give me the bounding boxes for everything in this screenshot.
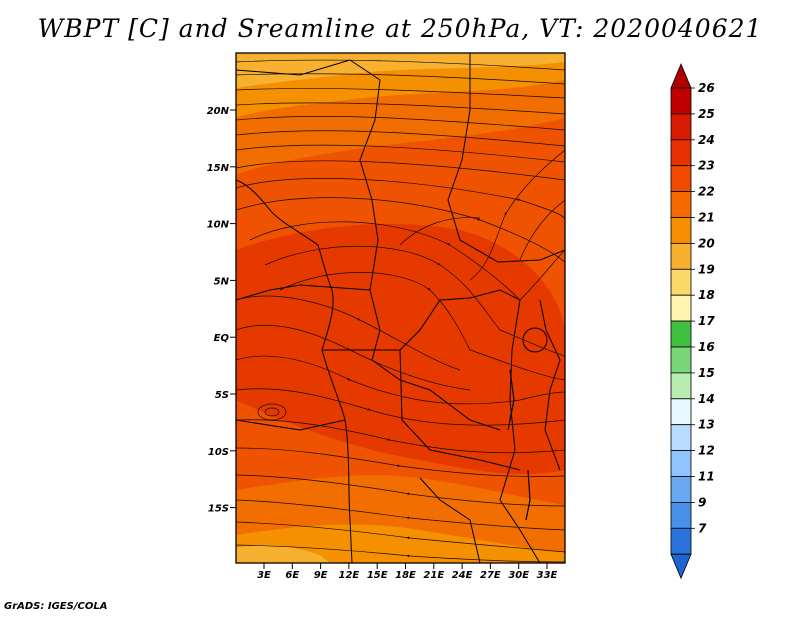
lat-tick-label: 10N — [207, 220, 230, 231]
colorbar-label: 26 — [698, 81, 715, 95]
colorbar-swatch — [670, 242, 692, 270]
colorbar-label: 11 — [698, 470, 715, 484]
colorbar: 26 25 24 23 22 21 20 19 18 17 16 15 14 13 12 11 9 7 — [670, 62, 715, 580]
colorbar-swatch — [670, 398, 692, 426]
colorbar-label: 13 — [698, 418, 715, 432]
lon-tick-label: 18E — [395, 570, 416, 581]
lake-tanganyika — [507, 369, 515, 431]
lake-malawi — [525, 469, 531, 521]
lat-tick-label: 10S — [208, 447, 229, 458]
colorbar-swatch — [670, 87, 692, 115]
colorbar-label: 25 — [698, 107, 715, 121]
lat-tick-label: 15S — [208, 504, 229, 515]
lon-tick-label: 12E — [339, 570, 360, 581]
colorbar-swatch — [670, 294, 692, 322]
colorbar-label: 16 — [698, 340, 715, 354]
lat-tick-label: 20N — [207, 106, 230, 117]
wbpt-band-22-north — [236, 80, 565, 175]
colorbar-swatch — [670, 113, 692, 141]
lon-tick-label: 15E — [367, 570, 388, 581]
colorbar-swatch — [670, 372, 692, 400]
colorbar-label: 9 — [698, 495, 706, 509]
colorbar-label: 19 — [698, 262, 715, 276]
colorbar-swatch — [670, 139, 692, 167]
lon-tick-label: 9E — [314, 570, 328, 581]
colorbar-label: 14 — [698, 392, 715, 406]
map-frame — [235, 52, 566, 564]
lat-tick-label: 5N — [214, 276, 230, 287]
wbpt-band-20-north — [236, 53, 565, 88]
colorbar-label: 18 — [698, 288, 715, 302]
colorbar-bottom-arrow — [670, 553, 692, 580]
latitude-axis: 20N 15N 10N 5N EQ 5S 10S 15S — [207, 106, 236, 515]
chart-title: WBPT [C] and Sreamline at 250hPa, VT: 20… — [37, 14, 763, 43]
colorbar-swatch — [670, 476, 692, 503]
lat-tick-label: 5S — [215, 390, 229, 401]
lon-tick-label: 6E — [285, 570, 299, 581]
colorbar-swatch — [670, 217, 692, 244]
colorbar-label: 12 — [698, 444, 715, 458]
colorbar-swatch — [670, 424, 692, 452]
lon-tick-label: 33E — [537, 570, 558, 581]
map-area — [236, 53, 565, 563]
lon-tick-label: 24E — [452, 570, 473, 581]
colorbar-label: 17 — [698, 314, 715, 328]
colorbar-label: 20 — [698, 236, 715, 250]
colorbar-label: 24 — [698, 133, 715, 147]
colorbar-label: 23 — [698, 159, 715, 173]
colorbar-top-arrow — [670, 62, 692, 89]
colorbar-swatch — [670, 527, 692, 555]
wbpt-band-21-south — [236, 524, 565, 563]
lon-tick-label: 27E — [480, 570, 501, 581]
lon-tick-label: 30E — [508, 570, 529, 581]
colorbar-swatch — [670, 268, 692, 296]
colorbar-swatch — [670, 346, 692, 374]
colorbar-swatch — [670, 450, 692, 477]
colorbar-label: 15 — [698, 366, 715, 380]
colorbar-swatch — [670, 191, 692, 218]
lat-tick-label: EQ — [214, 333, 230, 344]
colorbar-swatch — [670, 165, 692, 192]
lat-tick-label: 15N — [207, 163, 230, 174]
grads-credit: GrADS: IGES/COLA — [4, 601, 108, 612]
colorbar-swatch — [670, 501, 692, 529]
longitude-axis: 3E 6E 9E 12E 15E 18E 21E 24E 27E 30E 33E — [257, 563, 558, 581]
colorbar-label: 22 — [698, 185, 715, 199]
colorbar-label: 21 — [698, 211, 715, 225]
streamlines — [236, 59, 565, 563]
colorbar-swatch — [670, 320, 692, 348]
lon-tick-label: 21E — [423, 570, 444, 581]
colorbar-label: 7 — [698, 521, 707, 535]
lon-tick-label: 3E — [257, 570, 271, 581]
wbpt-band-20-southwest — [236, 544, 330, 563]
